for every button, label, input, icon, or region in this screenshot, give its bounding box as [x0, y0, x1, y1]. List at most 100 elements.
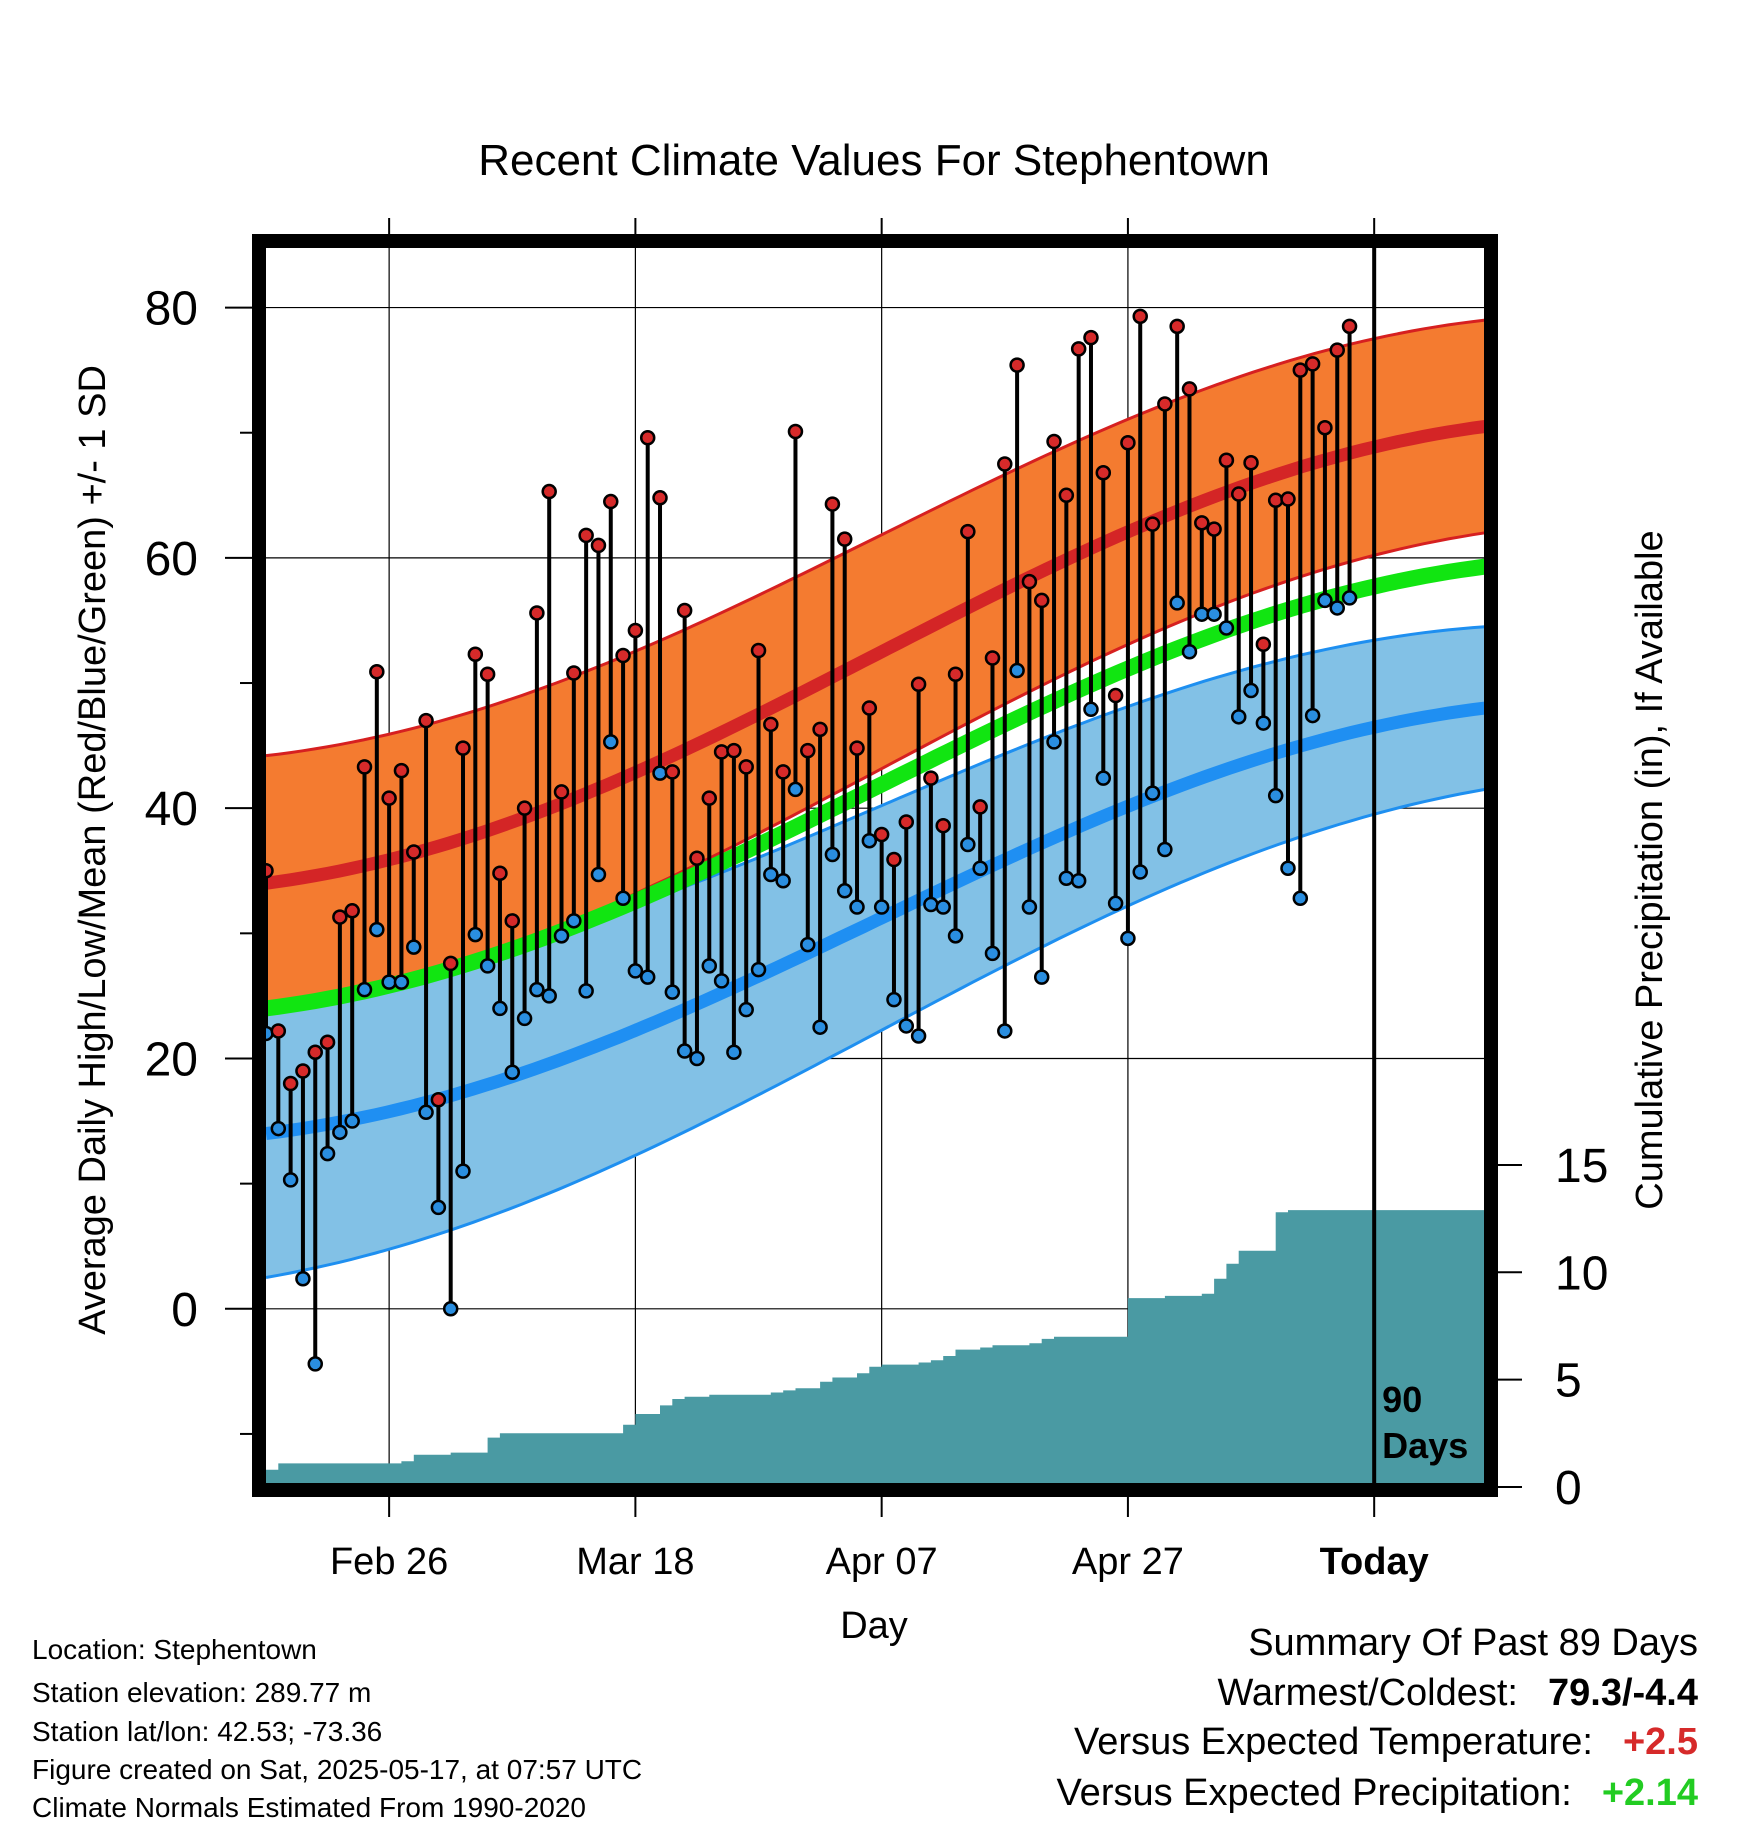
- daily-low-point: [1120, 930, 1136, 947]
- daily-high-point: [1169, 318, 1185, 335]
- daily-high-point: [824, 496, 841, 512]
- daily-high-point: [1083, 329, 1099, 346]
- daily-high-point: [1230, 486, 1247, 502]
- y-tick-label: 0: [171, 1284, 198, 1337]
- daily-high-point: [332, 909, 348, 925]
- daily-low-point: [344, 1113, 360, 1129]
- daily-low-point: [541, 988, 557, 1004]
- daily-low-point: [442, 1301, 459, 1317]
- daily-high-point: [295, 1063, 311, 1079]
- daily-low-point: [307, 1356, 324, 1372]
- daily-low-point: [923, 896, 939, 913]
- daily-high-point: [763, 716, 779, 733]
- daily-low-point: [1341, 590, 1358, 606]
- temp-value: +2.5: [1622, 1721, 1698, 1763]
- normal-high-mean-line: [265, 420, 1486, 890]
- daily-low-point: [738, 1001, 754, 1018]
- daily-high-point: [1304, 356, 1321, 372]
- daily-high-point: [442, 955, 459, 972]
- latlon-info: Station lat/lon: 42.53; -73.36: [32, 1714, 382, 1750]
- y-tick-label: 20: [145, 1033, 198, 1086]
- daily-high-point: [812, 721, 828, 738]
- daily-high-point: [750, 642, 767, 659]
- daily-high-point: [972, 799, 988, 815]
- daily-high-point: [1107, 687, 1124, 704]
- daily-low-point: [689, 1050, 705, 1067]
- daily-high-point: [861, 700, 878, 716]
- daily-low-point: [1194, 606, 1210, 622]
- daily-high-point: [1255, 636, 1272, 652]
- daily-high-point: [344, 903, 360, 919]
- daily-low-point: [492, 1000, 508, 1017]
- y-tick-label: 40: [145, 783, 198, 836]
- daily-low-point: [319, 1145, 336, 1162]
- daily-low-point: [775, 873, 791, 889]
- daily-high-point: [319, 1034, 336, 1050]
- daily-low-point: [898, 1018, 915, 1034]
- daily-high-point: [787, 423, 804, 440]
- normal-low-lower-edge: [265, 787, 1486, 1279]
- daily-low-point: [1095, 770, 1112, 786]
- normals-text: Climate Normals Estimated From 1990-2020: [32, 1792, 586, 1823]
- daily-high-point: [910, 676, 927, 693]
- daily-low-point: [713, 973, 730, 989]
- warmest-value: 79.3/-4.4: [1548, 1672, 1698, 1714]
- y-tick-label: 60: [145, 533, 198, 586]
- daily-high-point: [1009, 357, 1025, 373]
- precip-area: [266, 1210, 1498, 1484]
- daily-low-point: [455, 1163, 471, 1179]
- daily-low-point: [1267, 787, 1284, 804]
- daily-low-point: [1280, 860, 1296, 877]
- daily-low-point: [1169, 595, 1185, 611]
- daily-high-point: [455, 740, 471, 756]
- daily-low-point: [282, 1172, 299, 1188]
- daily-low-point: [726, 1044, 742, 1060]
- y2-tick-label: 0: [1555, 1462, 1582, 1515]
- daily-high-point: [997, 456, 1013, 472]
- daily-high-point: [1120, 434, 1136, 451]
- normal-low-mean-line: [265, 701, 1486, 1141]
- daily-low-point: [910, 1028, 927, 1044]
- y2-tick-label: 10: [1555, 1247, 1608, 1300]
- daily-low-point: [800, 936, 816, 953]
- normals-info: Climate Normals Estimated From 1990-2020: [32, 1790, 586, 1826]
- daily-low-point: [590, 866, 607, 883]
- daily-high-point: [566, 665, 582, 681]
- daily-high-point: [504, 913, 521, 929]
- daily-high-point: [935, 817, 951, 834]
- daily-high-point: [418, 712, 434, 729]
- daily-low-point: [1144, 785, 1161, 801]
- daily-high-point: [1033, 592, 1050, 609]
- precip-label: Versus Expected Precipitation:: [1056, 1772, 1572, 1814]
- daily-low-point: [763, 866, 779, 883]
- summary-precip-row: Versus Expected Precipitation: +2.14: [1056, 1772, 1698, 1815]
- daily-low-point: [504, 1064, 521, 1081]
- x-tick-label: Mar 18: [576, 1541, 694, 1583]
- daily-low-point: [430, 1199, 447, 1216]
- location-text: Location: Stephentown: [32, 1634, 317, 1665]
- daily-high-point: [1132, 308, 1148, 325]
- daily-low-point: [529, 981, 545, 998]
- daily-low-point: [861, 832, 878, 849]
- daily-high-point: [652, 490, 668, 506]
- daily-low-point: [1329, 600, 1345, 616]
- daily-high-point: [873, 826, 890, 843]
- daily-high-point: [1329, 342, 1345, 358]
- daily-low-point: [1083, 701, 1099, 718]
- daily-low-point: [1058, 870, 1075, 887]
- daily-high-point: [726, 742, 742, 759]
- daily-low-point: [639, 969, 656, 985]
- daily-low-point: [479, 958, 496, 974]
- daily-low-point: [787, 781, 804, 798]
- latlon-text: Station lat/lon: 42.53; -73.36: [32, 1716, 383, 1747]
- daily-high-point: [270, 1023, 287, 1039]
- daily-low-point: [1009, 662, 1025, 679]
- daily-low-point: [997, 1023, 1013, 1039]
- daily-high-point: [356, 759, 373, 775]
- daily-low-point: [1157, 841, 1173, 858]
- precip-value: +2.14: [1601, 1772, 1698, 1814]
- daily-low-point: [615, 890, 631, 907]
- daily-low-point: [935, 899, 951, 915]
- y2-tick-label: 5: [1555, 1355, 1582, 1408]
- daily-high-point: [282, 1075, 299, 1092]
